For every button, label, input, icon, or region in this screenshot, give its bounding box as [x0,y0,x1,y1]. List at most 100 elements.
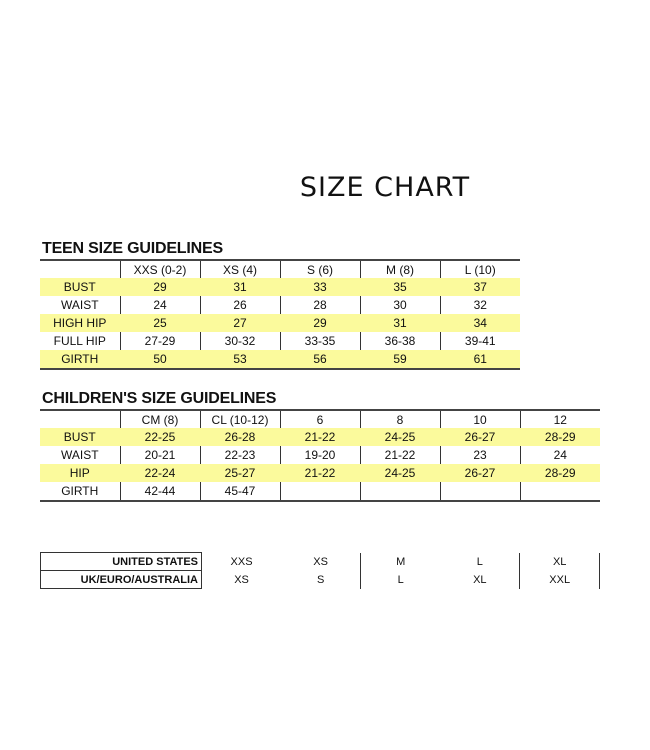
column-header: 6 [279,410,360,428]
table-cell: XS [234,573,249,586]
column-header: CL (10-12) [199,410,280,428]
teen-heading: TEEN SIZE GUIDELINES [42,240,223,257]
table-cell: 31 [199,278,280,296]
row-label: WAIST [60,448,99,462]
table-cell: 39-41 [439,332,520,350]
table-cell: 24-25 [359,428,440,446]
table-cell: 35 [359,278,440,296]
table-row: FULL HIP 27-29 30-32 33-35 36-38 39-41 [40,332,520,350]
table-cell: 27 [199,314,280,332]
table-cell: 26-27 [439,464,520,482]
table-cell: 37 [439,278,520,296]
table-cell: 53 [199,350,280,369]
table-cell: L [440,552,521,571]
table-row: UK/EURO/AUSTRALIA XS S L XL XXL [40,570,600,589]
row-label: WAIST [60,298,99,312]
table-row: HIP 22-24 25-27 21-22 24-25 26-27 28-29 [40,464,600,482]
table-cell: S [281,570,362,589]
table-cell: 20-21 [119,446,200,464]
table-cell: 21-22 [359,446,440,464]
page-title: SIZE CHART [299,172,471,203]
table-cell: XXL [519,570,600,589]
table-cell: 50 [119,350,200,369]
table-cell: 33-35 [279,332,360,350]
table-cell: 31 [359,314,440,332]
table-cell: 22-25 [119,428,200,446]
table-cell: 30 [359,296,440,314]
table-row: WAIST 20-21 22-23 19-20 21-22 23 24 [40,446,600,464]
table-cell: XXS [230,555,253,568]
column-header [40,260,120,278]
row-label: HIP [40,464,120,482]
table-cell: 21-22 [279,464,360,482]
table-cell: 22-23 [199,446,280,464]
table-cell: 33 [279,278,360,296]
table-cell: 24-25 [359,464,440,482]
table-row: UNITED STATES XXS XS M L XL [40,552,600,571]
table-cell: 24 [519,446,600,464]
table-cell [279,482,360,501]
table-cell: 28-29 [519,428,600,446]
table-cell: 30-32 [199,332,280,350]
table-cell: 25-27 [199,464,280,482]
table-cell: 28-29 [519,464,600,482]
row-label: BUST [40,428,120,446]
row-label: BUST [40,278,120,296]
table-row: WAIST 24 26 28 30 32 [40,296,520,314]
header-row: CM (8) CL (10-12) 6 8 10 12 [40,410,600,428]
header-row: XXS (0-2) XS (4) S (6) M (8) L (10) [40,260,520,278]
row-label: GIRTH [61,484,99,498]
table-cell: XL [440,570,521,589]
table-cell: 21-22 [279,428,360,446]
table-row: GIRTH 50 53 56 59 61 [40,350,520,369]
table-cell: XS [281,552,362,571]
table-cell: L [397,573,404,586]
table-cell: M [396,555,406,568]
size-conversion-table: UNITED STATES XXS XS M L XL UK/EURO/AUSTRALIA X… [40,552,600,589]
row-label: FULL HIP [53,334,106,348]
column-header: L (10) [439,260,520,278]
column-header: XS (4) [199,260,280,278]
column-header: 12 [519,410,600,428]
table-cell: 22-24 [119,464,200,482]
table-row: HIGH HIP 25 27 29 31 34 [40,314,520,332]
table-row: GIRTH 42-44 45-47 [40,482,600,501]
table-cell: 23 [439,446,520,464]
table-cell: 32 [439,296,520,314]
row-label: HIGH HIP [40,314,120,332]
table-cell: 26-28 [199,428,280,446]
table-cell: 34 [439,314,520,332]
table-cell: 56 [279,350,360,369]
column-header: 8 [359,410,440,428]
table-cell: 42-44 [119,482,200,501]
table-cell: 19-20 [279,446,360,464]
column-header: 10 [439,410,520,428]
table-cell [519,482,600,501]
children-size-table: CM (8) CL (10-12) 6 8 10 12 BUST 22-25 26-28 21-2… [40,409,600,502]
column-header: S (6) [279,260,360,278]
column-header: XXS (0-2) [119,260,200,278]
table-cell: 25 [119,314,200,332]
table-cell: 36-38 [359,332,440,350]
column-header [40,410,120,428]
table-cell: 27-29 [119,332,200,350]
teen-size-table: XXS (0-2) XS (4) S (6) M (8) L (10) BUST 29 31 3… [40,259,520,370]
table-cell: 26-27 [439,428,520,446]
table-cell: 29 [279,314,360,332]
table-row: BUST 22-25 26-28 21-22 24-25 26-27 28-29 [40,428,600,446]
row-label: UK/EURO/AUSTRALIA [40,570,202,589]
table-cell: 29 [119,278,200,296]
children-heading: CHILDREN'S SIZE GUIDELINES [42,390,277,407]
table-cell: 59 [359,350,440,369]
table-cell: 28 [279,296,360,314]
table-row: BUST 29 31 33 35 37 [40,278,520,296]
table-cell [359,482,440,501]
table-cell: 45-47 [199,482,280,501]
table-cell [439,482,520,501]
column-header: M (8) [359,260,440,278]
table-cell: 61 [439,350,520,369]
table-cell: XL [519,552,600,571]
table-cell: 26 [199,296,280,314]
row-label: GIRTH [40,350,120,369]
column-header: CM (8) [119,410,200,428]
